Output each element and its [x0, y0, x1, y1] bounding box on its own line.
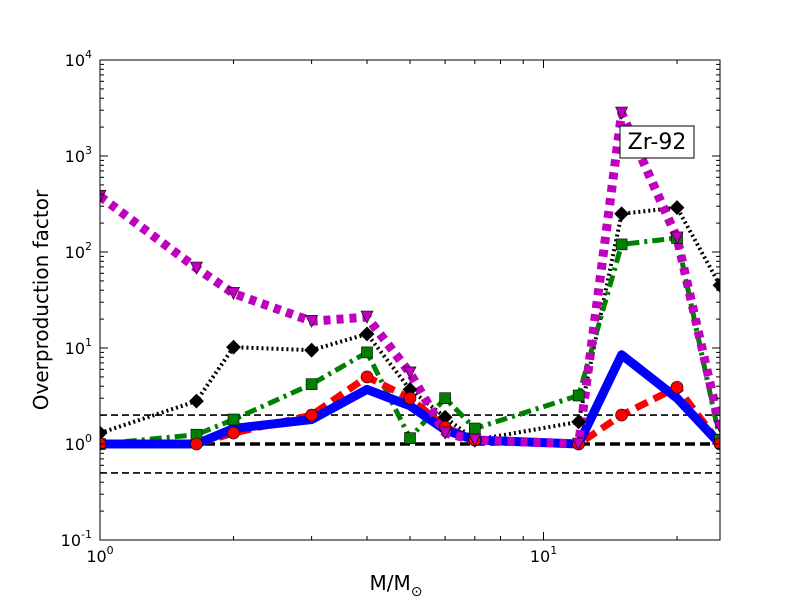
annotation-frame — [619, 125, 695, 159]
series-4-point-5 — [403, 366, 417, 380]
series-2-point-9 — [615, 408, 628, 422]
series-2-point-10 — [670, 380, 684, 394]
series-4-point-11 — [713, 420, 720, 434]
series-0-point-0 — [100, 425, 108, 441]
series-2-point-3 — [305, 408, 318, 422]
series-1-point-2 — [227, 413, 240, 426]
annotation-label: Zr-92 — [628, 130, 687, 155]
series-markers — [100, 106, 720, 451]
series-4-point-7 — [468, 433, 482, 447]
y-tick-label-2: 101 — [65, 336, 92, 358]
series-4-point-9 — [615, 106, 629, 120]
series-line-3 — [100, 350, 720, 449]
reference-lines — [100, 414, 720, 474]
series-1-point-5 — [404, 432, 416, 444]
series-4-point-6 — [438, 426, 452, 440]
series-0-point-4 — [359, 326, 375, 342]
series-1-point-7 — [469, 422, 481, 435]
series-2-point-1 — [190, 437, 203, 451]
series-1-point-4 — [361, 346, 373, 359]
series-4-point-8 — [572, 437, 586, 451]
y-tick-label-0: 10-1 — [61, 528, 92, 550]
series-0-point-10 — [669, 200, 685, 216]
series-0-point-8 — [571, 414, 587, 430]
y-tick-label-4: 103 — [65, 144, 92, 166]
series-4-point-10 — [670, 231, 684, 245]
x-axis-label: M/M⊙ — [370, 571, 423, 600]
series-2-point-4 — [360, 370, 374, 384]
series-lines — [100, 108, 720, 449]
annotation-box: Zr-92 — [619, 125, 695, 159]
series-0-point-1 — [189, 393, 204, 409]
series-4-point-3 — [305, 314, 319, 328]
series-4-point-4 — [360, 310, 374, 324]
series-1-point-9 — [615, 238, 628, 251]
series-line-4 — [100, 108, 720, 449]
series-0-point-11 — [712, 277, 720, 293]
series-0-point-3 — [304, 342, 320, 358]
x-tick-label-0: 100 — [86, 544, 113, 566]
series-1-point-8 — [572, 389, 585, 402]
series-4-point-1 — [189, 261, 203, 275]
series-0-point-9 — [614, 206, 630, 222]
series-2-point-2 — [227, 426, 240, 440]
y-tick-label-3: 102 — [65, 240, 92, 262]
x-axis-label-main: M/M — [370, 571, 411, 595]
series-1-point-6 — [439, 392, 451, 404]
y-tick-label-5: 104 — [65, 48, 92, 70]
x-axis-label-subscript: ⊙ — [411, 584, 423, 600]
y-axis-label: Overproduction factor — [29, 189, 53, 410]
axis-ticks — [99, 59, 720, 541]
series-4-point-0 — [100, 190, 107, 204]
series-0-point-2 — [226, 339, 241, 355]
y-tick-label-1: 100 — [65, 432, 92, 454]
series-4-point-2 — [227, 287, 240, 301]
x-tick-label-1: 101 — [530, 544, 557, 566]
series-2-point-5 — [403, 391, 417, 405]
series-1-point-3 — [305, 378, 318, 390]
